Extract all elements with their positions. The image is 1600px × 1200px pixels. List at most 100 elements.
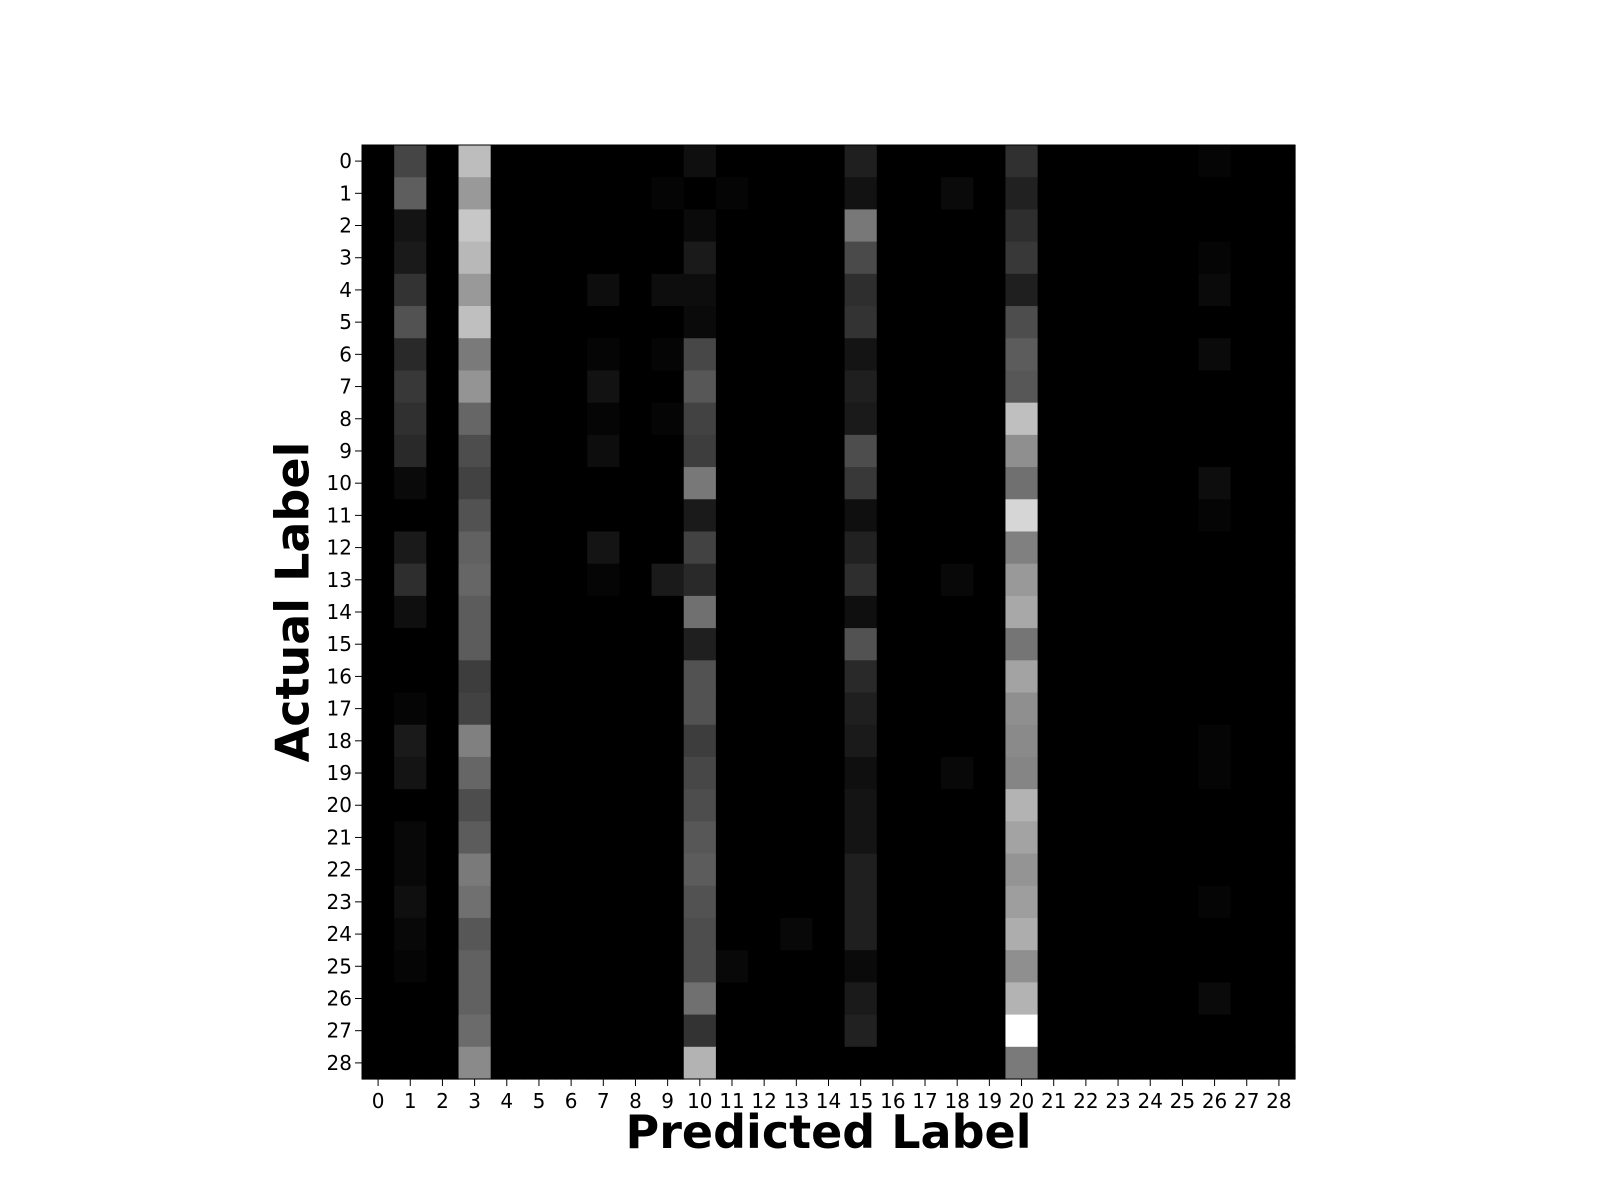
heatmap-cell-r23-c7 bbox=[587, 885, 620, 919]
heatmap-cell-r21-c23 bbox=[1101, 821, 1135, 855]
heatmap-cell-r6-c9 bbox=[651, 338, 685, 372]
heatmap-cell-r14-c23 bbox=[1101, 595, 1135, 629]
heatmap-cell-r16-c15 bbox=[844, 660, 878, 694]
heatmap-cell-r27-c18 bbox=[941, 1014, 974, 1048]
heatmap-cell-r13-c19 bbox=[973, 563, 1007, 597]
heatmap-cell-r18-c6 bbox=[555, 724, 588, 758]
heatmap-cell-r22-c15 bbox=[844, 853, 878, 887]
heatmap-cell-r4-c1 bbox=[394, 273, 427, 307]
heatmap-cell-r5-c15 bbox=[844, 306, 878, 339]
heatmap-cell-r22-c19 bbox=[973, 853, 1007, 887]
heatmap-cell-r18-c3 bbox=[458, 724, 492, 758]
heatmap-cell-r25-c15 bbox=[844, 950, 878, 983]
heatmap-cell-r26-c18 bbox=[941, 982, 974, 1016]
heatmap-cell-r19-c0 bbox=[362, 756, 395, 790]
heatmap-cell-r0-c7 bbox=[587, 145, 620, 178]
y-tick-label-28: 28 bbox=[327, 1051, 352, 1075]
heatmap-cell-r11-c6 bbox=[555, 499, 588, 533]
heatmap-cell-r21-c26 bbox=[1198, 821, 1232, 855]
heatmap-cell-r25-c3 bbox=[458, 950, 492, 983]
heatmap-cell-r22-c7 bbox=[587, 853, 620, 887]
heatmap-cell-r25-c19 bbox=[973, 950, 1007, 983]
heatmap-cell-r3-c10 bbox=[683, 241, 717, 275]
heatmap-cell-r14-c28 bbox=[1262, 595, 1296, 629]
heatmap-cell-r21-c14 bbox=[812, 821, 846, 855]
heatmap-cell-r5-c8 bbox=[619, 306, 653, 339]
heatmap-cell-r21-c21 bbox=[1037, 821, 1071, 855]
heatmap-cell-r15-c23 bbox=[1101, 628, 1135, 661]
heatmap-cell-r21-c17 bbox=[908, 821, 942, 855]
heatmap-cell-r24-c18 bbox=[941, 917, 974, 951]
y-tick-label-9: 9 bbox=[339, 439, 352, 463]
heatmap-cell-r4-c7 bbox=[587, 273, 620, 307]
heatmap-cell-r0-c24 bbox=[1134, 145, 1167, 178]
heatmap-cell-r11-c15 bbox=[844, 499, 878, 533]
heatmap-cell-r20-c12 bbox=[748, 789, 781, 822]
heatmap-cell-r22-c17 bbox=[908, 853, 942, 887]
heatmap-cell-r16-c1 bbox=[394, 660, 427, 694]
heatmap-cell-r26-c12 bbox=[748, 982, 781, 1016]
heatmap-cell-r8-c16 bbox=[876, 402, 910, 436]
heatmap-cell-r28-c20 bbox=[1005, 1046, 1039, 1080]
heatmap-cell-r11-c12 bbox=[748, 499, 781, 533]
heatmap-cell-r2-c2 bbox=[426, 209, 460, 243]
heatmap-cell-r27-c6 bbox=[555, 1014, 588, 1048]
heatmap-cell-r2-c14 bbox=[812, 209, 846, 243]
heatmap-cell-r1-c24 bbox=[1134, 177, 1167, 211]
heatmap-cell-r25-c22 bbox=[1069, 950, 1103, 983]
heatmap-cell-r11-c13 bbox=[780, 499, 814, 533]
heatmap-cell-r3-c26 bbox=[1198, 241, 1232, 275]
x-tick-label-23: 23 bbox=[1105, 1089, 1130, 1113]
heatmap-cell-r15-c1 bbox=[394, 628, 427, 661]
heatmap-cell-r27-c5 bbox=[522, 1014, 556, 1048]
heatmap-cell-r8-c12 bbox=[748, 402, 781, 436]
heatmap-cell-r12-c27 bbox=[1230, 531, 1264, 565]
heatmap-cell-r8-c1 bbox=[394, 402, 427, 436]
heatmap-cell-r20-c21 bbox=[1037, 789, 1071, 822]
heatmap-cell-r22-c11 bbox=[715, 853, 749, 887]
heatmap-cell-r6-c10 bbox=[683, 338, 717, 372]
heatmap-cell-r15-c25 bbox=[1166, 628, 1200, 661]
heatmap-cell-r18-c5 bbox=[522, 724, 556, 758]
heatmap-cell-r4-c11 bbox=[715, 273, 749, 307]
heatmap-cell-r7-c22 bbox=[1069, 370, 1103, 404]
heatmap-cell-r11-c8 bbox=[619, 499, 653, 533]
heatmap-cell-r27-c14 bbox=[812, 1014, 846, 1048]
heatmap-cell-r12-c22 bbox=[1069, 531, 1103, 565]
heatmap-cell-r7-c17 bbox=[908, 370, 942, 404]
heatmap-cell-r7-c20 bbox=[1005, 370, 1039, 404]
heatmap-cell-r12-c3 bbox=[458, 531, 492, 565]
heatmap-cell-r15-c15 bbox=[844, 628, 878, 661]
heatmap-cell-r3-c1 bbox=[394, 241, 427, 275]
heatmap-cell-r2-c23 bbox=[1101, 209, 1135, 243]
heatmap-cell-r6-c7 bbox=[587, 338, 620, 372]
heatmap-cell-r21-c1 bbox=[394, 821, 427, 855]
heatmap-cell-r25-c27 bbox=[1230, 950, 1264, 983]
heatmap-cell-r3-c12 bbox=[748, 241, 781, 275]
heatmap-cell-r7-c11 bbox=[715, 370, 749, 404]
heatmap-cell-r7-c7 bbox=[587, 370, 620, 404]
heatmap-cell-r21-c20 bbox=[1005, 821, 1039, 855]
heatmap-cell-r23-c11 bbox=[715, 885, 749, 919]
y-tick-label-17: 17 bbox=[327, 697, 352, 721]
heatmap-cell-r5-c25 bbox=[1166, 306, 1200, 339]
heatmap-cell-r3-c23 bbox=[1101, 241, 1135, 275]
heatmap-cell-r16-c12 bbox=[748, 660, 781, 694]
heatmap-cell-r19-c6 bbox=[555, 756, 588, 790]
heatmap-cell-r15-c27 bbox=[1230, 628, 1264, 661]
heatmap-cell-r23-c2 bbox=[426, 885, 460, 919]
heatmap-cell-r18-c0 bbox=[362, 724, 395, 758]
heatmap-cell-r25-c10 bbox=[683, 950, 717, 983]
x-tick-label-24: 24 bbox=[1137, 1089, 1162, 1113]
heatmap-cell-r9-c3 bbox=[458, 434, 492, 468]
heatmap-cell-r7-c8 bbox=[619, 370, 653, 404]
heatmap-cell-r16-c2 bbox=[426, 660, 460, 694]
heatmap-cell-r6-c11 bbox=[715, 338, 749, 372]
y-axis-title: Actual Label bbox=[266, 442, 320, 763]
heatmap-cell-r13-c23 bbox=[1101, 563, 1135, 597]
heatmap-cell-r7-c2 bbox=[426, 370, 460, 404]
heatmap-cell-r6-c1 bbox=[394, 338, 427, 372]
heatmap-cell-r16-c3 bbox=[458, 660, 492, 694]
heatmap-cell-r18-c19 bbox=[973, 724, 1007, 758]
heatmap-cell-r9-c13 bbox=[780, 434, 814, 468]
